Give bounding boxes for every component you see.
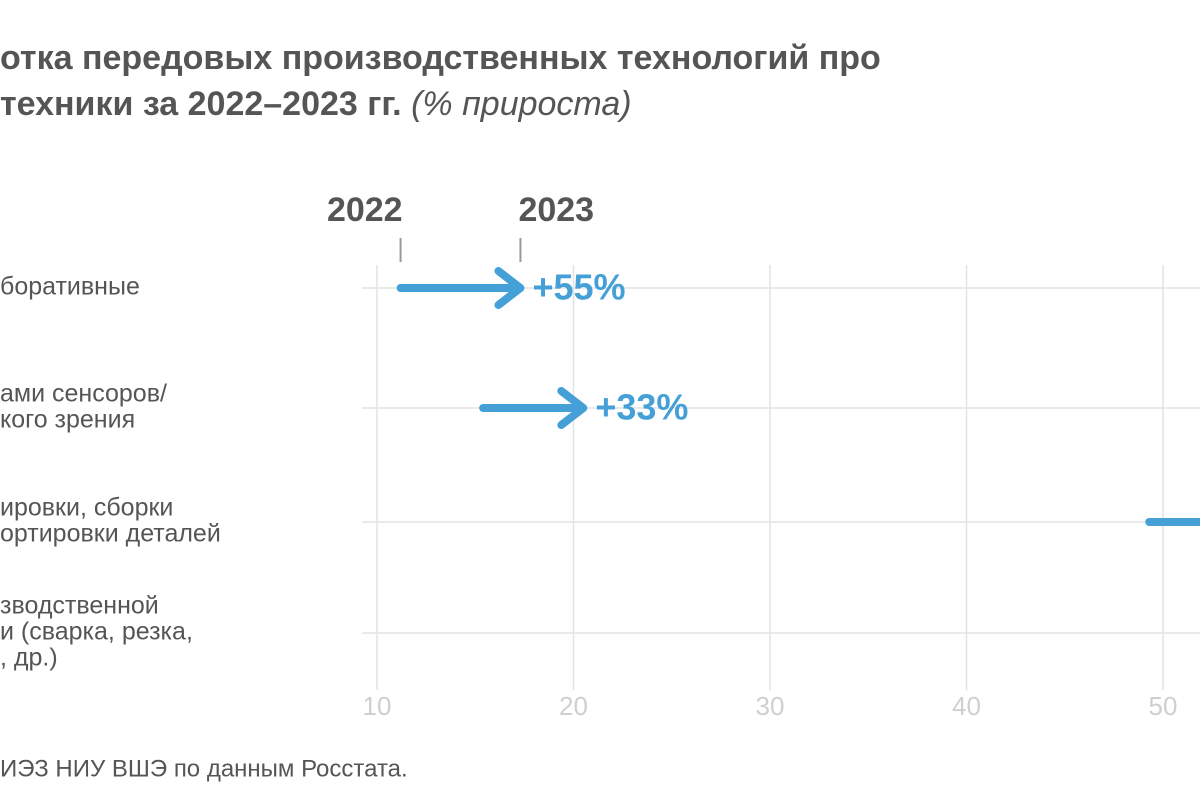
arrow-head	[494, 267, 525, 309]
value-label: +55%	[532, 267, 625, 308]
category-label: зводственной	[0, 592, 159, 620]
arrow-head	[557, 387, 588, 429]
category-label: и (сварка, резка,	[0, 618, 193, 646]
source: ИЭЗ НИУ ВШЭ по данным Росстата.	[0, 755, 408, 782]
arrow	[396, 267, 525, 309]
x-tick-label: 20	[559, 691, 588, 721]
chart-subtitle: (% прироста)	[411, 85, 632, 123]
x-tick-label: 30	[756, 691, 785, 721]
arrow	[479, 387, 588, 429]
legend-label: 2023	[518, 191, 594, 229]
chart-title: техники за 2022–2023 гг.	[0, 85, 402, 123]
chart-title: техники за 2022–2023 гг. (% прироста)	[0, 85, 632, 123]
chart-title: отка передовых производственных технолог…	[0, 39, 881, 77]
x-tick-label: 40	[952, 691, 981, 721]
category-label: ортировки деталей	[0, 520, 221, 548]
category-label: , др.)	[0, 644, 58, 672]
legend-label: 2022	[327, 191, 403, 229]
value-label: +33%	[595, 387, 688, 428]
x-tick-label: 10	[363, 691, 392, 721]
category-label: боративные	[0, 273, 140, 301]
category-label: ировки, сборки	[0, 494, 173, 522]
x-tick-label: 50	[1149, 691, 1178, 721]
category-label: кого зрения	[0, 406, 135, 434]
category-label: ами сенсоров/	[0, 380, 167, 408]
